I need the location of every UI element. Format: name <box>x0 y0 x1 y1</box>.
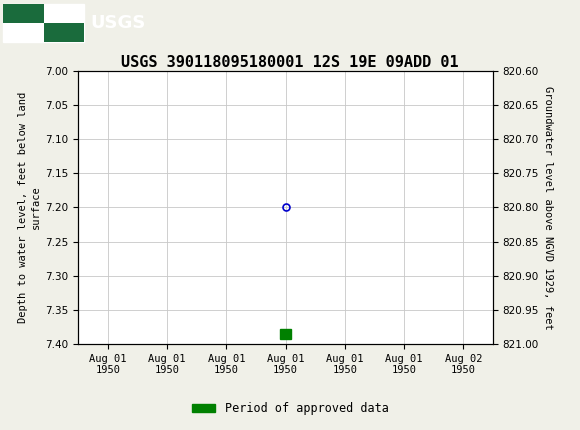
Text: USGS: USGS <box>90 14 145 31</box>
Legend: Period of approved data: Period of approved data <box>187 397 393 420</box>
Bar <box>3 3 84 42</box>
Y-axis label: Depth to water level, feet below land
surface: Depth to water level, feet below land su… <box>18 92 41 323</box>
Text: USGS 390118095180001 12S 19E 09ADD 01: USGS 390118095180001 12S 19E 09ADD 01 <box>121 55 459 70</box>
Bar <box>44 22 84 42</box>
Bar <box>3 3 43 22</box>
Y-axis label: Groundwater level above NGVD 1929, feet: Groundwater level above NGVD 1929, feet <box>543 86 553 329</box>
Bar <box>280 329 291 339</box>
